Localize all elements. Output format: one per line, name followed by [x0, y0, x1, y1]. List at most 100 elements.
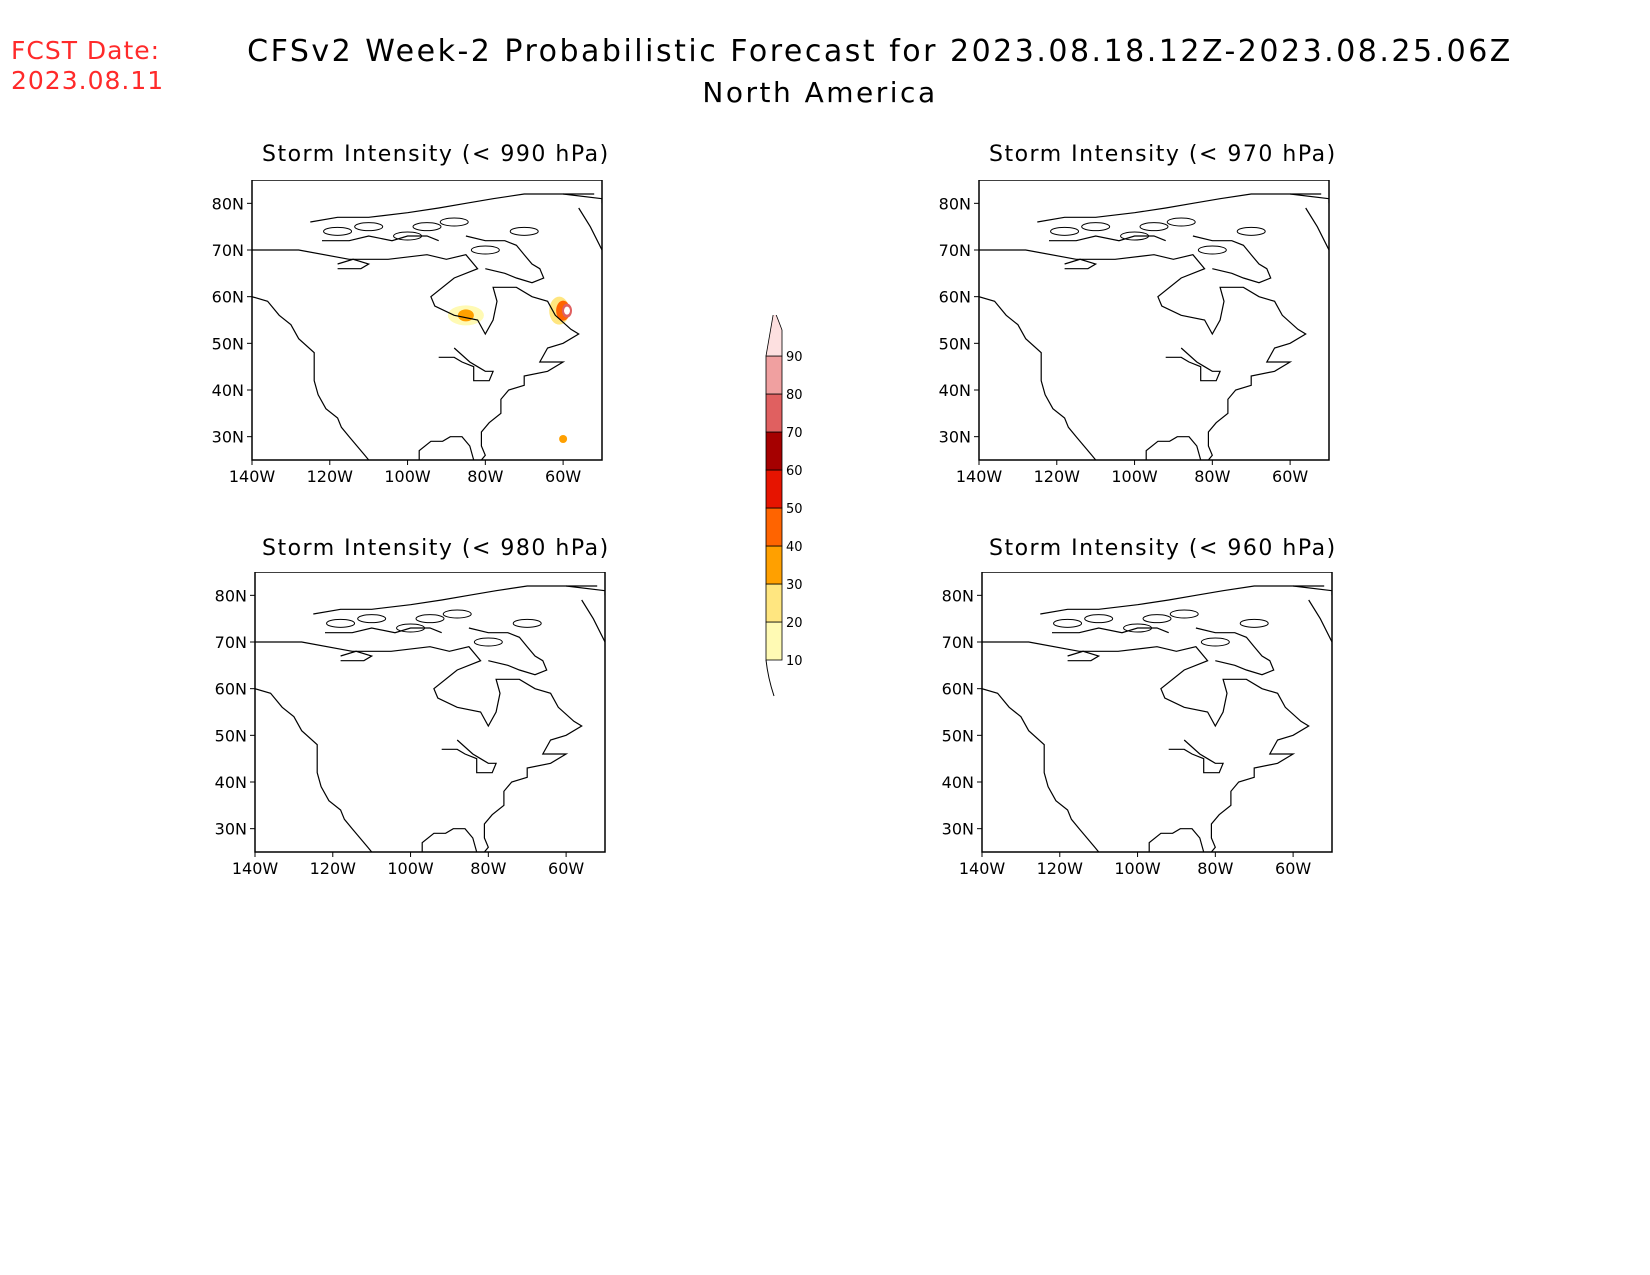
island-outline — [354, 222, 384, 232]
coastline — [313, 585, 598, 615]
lat-tick-label: 80N — [215, 586, 247, 605]
coastline — [979, 249, 1307, 460]
lat-tick-label: 30N — [942, 820, 974, 839]
lat-tick-label: 80N — [212, 194, 244, 213]
page-subtitle: North America — [702, 76, 938, 109]
island-outline — [1139, 222, 1169, 232]
lon-tick-label: 120W — [310, 859, 357, 878]
coastline — [578, 207, 602, 251]
lat-tick-label: 60N — [942, 680, 974, 699]
coastline — [1040, 585, 1325, 615]
island-outline — [323, 226, 353, 236]
island-outline — [470, 245, 500, 255]
lat-tick-label: 50N — [212, 334, 244, 353]
lon-tick-label: 100W — [387, 859, 434, 878]
colorbar-segment — [765, 315, 783, 357]
colorbar-tick-label: 10 — [786, 654, 803, 669]
coastline — [1290, 193, 1329, 204]
coastline — [1037, 193, 1322, 223]
lat-tick-label: 70N — [942, 633, 974, 652]
lat-tick-label: 50N — [942, 726, 974, 745]
coastline — [581, 599, 605, 643]
map-border — [981, 572, 1333, 853]
forecast-date-value: 2023.08.11 — [11, 66, 165, 95]
probability-shading — [457, 309, 474, 322]
coastline — [1145, 436, 1202, 460]
colorbar-segment — [765, 431, 783, 471]
lat-tick-label: 40N — [212, 381, 244, 400]
lon-tick-label: 80W — [470, 859, 506, 878]
forecast-date-caption: FCST Date: — [11, 36, 161, 65]
lat-tick-label: 40N — [939, 381, 971, 400]
probability-shading — [559, 435, 568, 443]
colorbar-segment — [765, 469, 783, 509]
lat-tick-label: 60N — [939, 288, 971, 307]
lon-tick-label: 140W — [229, 467, 276, 486]
coastline — [1049, 235, 1166, 242]
coastline — [252, 296, 370, 460]
lat-tick-label: 50N — [215, 726, 247, 745]
coastline — [1192, 235, 1272, 284]
coastline — [325, 627, 442, 634]
island-outline — [1200, 637, 1230, 647]
map-panel-970: 80N 70N 60N 50N 40N 30N 140W 120W 100W 80W 60W — [939, 180, 1330, 486]
coastline — [563, 193, 602, 204]
coastline — [468, 627, 548, 676]
coastline — [322, 235, 439, 242]
map-panel-990: 80N 70N 60N 50N 40N 30N 140W 120W 100W 80W 60W — [212, 180, 603, 486]
coastline — [982, 688, 1100, 852]
coastline — [337, 258, 371, 270]
colorbar-tick-label: 20 — [786, 616, 803, 631]
island-outline — [357, 614, 387, 624]
coastline — [340, 650, 374, 662]
colorbar-tick-label: 50 — [786, 502, 803, 517]
map-background — [255, 572, 605, 852]
colorbar-tick-label: 70 — [786, 426, 803, 441]
island-outline — [1236, 226, 1266, 236]
panel-title-960: Storm Intensity (< 960 hPa) — [989, 536, 1337, 561]
lat-tick-label: 30N — [215, 820, 247, 839]
island-outline — [1197, 245, 1227, 255]
lat-tick-label: 30N — [212, 428, 244, 447]
map-background — [979, 180, 1329, 460]
lon-tick-label: 60W — [548, 859, 584, 878]
coastline — [1308, 599, 1332, 643]
coastline — [465, 235, 545, 284]
island-outline — [1142, 614, 1172, 624]
coastline — [255, 641, 583, 852]
colorbar-segment — [765, 355, 783, 395]
lon-tick-label: 120W — [1034, 467, 1081, 486]
island-outline — [1050, 226, 1080, 236]
lat-tick-label: 70N — [215, 633, 247, 652]
lon-tick-label: 60W — [545, 467, 581, 486]
lon-tick-label: 80W — [1197, 859, 1233, 878]
probability-shading — [564, 306, 570, 315]
page-title: CFSv2 Week-2 Probabilistic Forecast for … — [247, 34, 1513, 69]
island-outline — [326, 618, 356, 628]
colorbar: 10 20 30 40 50 60 70 80 90 — [765, 315, 803, 697]
lon-tick-label: 100W — [384, 467, 431, 486]
map-panel-960: 80N 70N 60N 50N 40N 30N 140W 120W 100W 80W 60W — [942, 572, 1333, 878]
colorbar-segment — [765, 507, 783, 547]
map-background — [252, 180, 602, 460]
lat-tick-label: 40N — [215, 773, 247, 792]
map-border — [254, 572, 606, 853]
coastline — [255, 688, 373, 852]
coastline — [1148, 828, 1205, 852]
colorbar-tick-label: 90 — [786, 350, 803, 365]
island-outline — [1169, 609, 1199, 619]
colorbar-segment — [765, 583, 783, 623]
lon-tick-label: 100W — [1111, 467, 1158, 486]
coastline — [1293, 585, 1332, 596]
map-border — [978, 180, 1330, 461]
island-outline — [509, 226, 539, 236]
lon-tick-label: 120W — [307, 467, 354, 486]
coastline — [979, 296, 1097, 460]
island-outline — [412, 222, 442, 232]
panel-title-970: Storm Intensity (< 970 hPa) — [989, 142, 1337, 167]
lon-tick-label: 100W — [1114, 859, 1161, 878]
lat-tick-label: 30N — [939, 428, 971, 447]
coastline — [1067, 650, 1101, 662]
island-outline — [512, 618, 542, 628]
lat-tick-label: 60N — [212, 288, 244, 307]
